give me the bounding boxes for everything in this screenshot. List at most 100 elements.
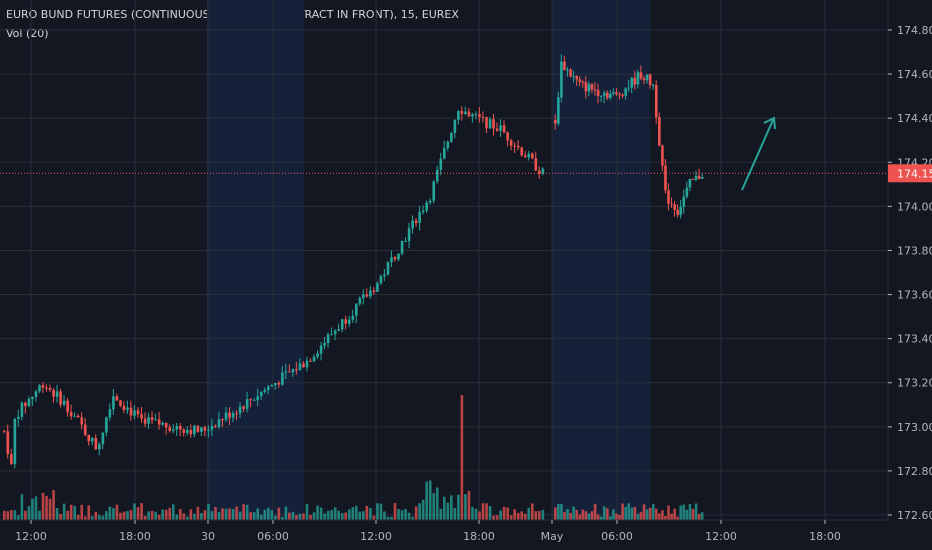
candle-body	[471, 114, 474, 117]
volume-bar	[112, 508, 115, 520]
volume-bar	[492, 515, 495, 520]
volume-bar	[210, 511, 214, 520]
volume-bar	[87, 505, 91, 520]
candle-body	[428, 200, 432, 203]
volume-bar	[584, 511, 588, 520]
candle-body	[129, 407, 133, 416]
price-tick-label: 173.40	[897, 333, 932, 346]
time-tick-label: 30	[201, 530, 215, 543]
volume-bar	[101, 515, 105, 520]
volume-bar	[569, 512, 572, 520]
candle-body	[242, 406, 245, 409]
volume-bar	[624, 506, 627, 520]
volume-bar	[347, 509, 351, 520]
session-shade	[552, 0, 650, 520]
candle-body	[27, 398, 31, 407]
volume-bar	[362, 511, 365, 520]
volume-bar	[642, 504, 646, 520]
candle-body	[10, 453, 13, 465]
candle-body	[55, 391, 59, 397]
volume-bar	[119, 512, 122, 520]
candle-body	[200, 427, 203, 432]
candle-body	[492, 119, 495, 129]
candle-body	[295, 369, 298, 371]
volume-bar	[502, 506, 506, 520]
volume-bar	[140, 503, 143, 520]
candle-body	[256, 396, 260, 400]
price-tick-label: 172.80	[897, 465, 932, 478]
candle-body	[639, 72, 643, 79]
volume-bar	[499, 510, 502, 520]
candle-body	[624, 88, 627, 96]
volume-bar	[478, 511, 481, 520]
volume-bar	[252, 512, 256, 520]
volume-bar	[59, 513, 62, 520]
volume-bar	[333, 507, 337, 520]
volume-bar	[488, 505, 492, 520]
candle-body	[186, 429, 189, 433]
volume-bar	[91, 516, 94, 520]
candle-body	[101, 432, 105, 445]
candle-body	[362, 294, 365, 299]
trend-arrow	[741, 119, 774, 191]
candle-body	[326, 334, 330, 343]
candle-body	[284, 371, 288, 373]
candle-body	[642, 78, 646, 81]
price-tick-label: 173.00	[897, 421, 932, 434]
volume-bar	[175, 514, 179, 520]
volume-bar	[531, 503, 534, 520]
candle-body	[235, 413, 238, 415]
volume-bar	[369, 508, 372, 520]
candle-body	[369, 290, 372, 297]
session-shade	[207, 0, 304, 520]
candle-body	[527, 153, 531, 158]
volume-bar	[520, 511, 524, 520]
volume-bar	[651, 503, 655, 520]
volume-bar	[200, 513, 203, 520]
candle-body	[609, 93, 612, 98]
volume-bar	[263, 509, 267, 520]
volume-bar	[572, 506, 575, 520]
candle-body	[664, 165, 667, 191]
volume-bar	[615, 513, 618, 520]
volume-bar	[372, 515, 376, 520]
volume-bar	[326, 510, 330, 520]
candle-body	[20, 402, 24, 417]
candle-body	[587, 84, 591, 92]
volume-bar	[393, 503, 397, 520]
volume-bar	[295, 514, 298, 520]
candle-body	[98, 444, 101, 450]
volume-bar	[330, 510, 333, 520]
volume-bar	[446, 502, 450, 520]
candle-body	[161, 422, 164, 425]
volume-bar	[337, 510, 340, 520]
candle-body	[648, 74, 652, 86]
price-tick-label: 173.60	[897, 289, 932, 302]
candle-body	[584, 82, 588, 92]
price-tick-label: 172.60	[897, 509, 932, 522]
candle-body	[207, 429, 210, 431]
candle-body	[305, 360, 309, 368]
volume-bar	[20, 494, 24, 520]
volume-bar	[312, 512, 316, 520]
arrow-head	[763, 116, 776, 130]
candle-body	[658, 117, 661, 146]
volume-bar	[73, 505, 76, 520]
candle-body	[217, 419, 221, 427]
candle-body	[432, 181, 436, 201]
candle-body	[136, 410, 140, 415]
candle-body	[460, 110, 464, 115]
candle-body	[62, 400, 66, 405]
candle-body	[17, 416, 20, 419]
candle-body	[175, 426, 179, 430]
volume-bar	[509, 515, 513, 520]
volume-bar	[404, 509, 407, 520]
volume-bar	[182, 513, 186, 520]
volume-bar	[13, 510, 17, 520]
candle-body	[453, 119, 457, 133]
candle-body	[105, 417, 108, 433]
candle-body	[263, 389, 267, 392]
candle-body	[291, 369, 295, 373]
volume-bar	[467, 490, 471, 520]
